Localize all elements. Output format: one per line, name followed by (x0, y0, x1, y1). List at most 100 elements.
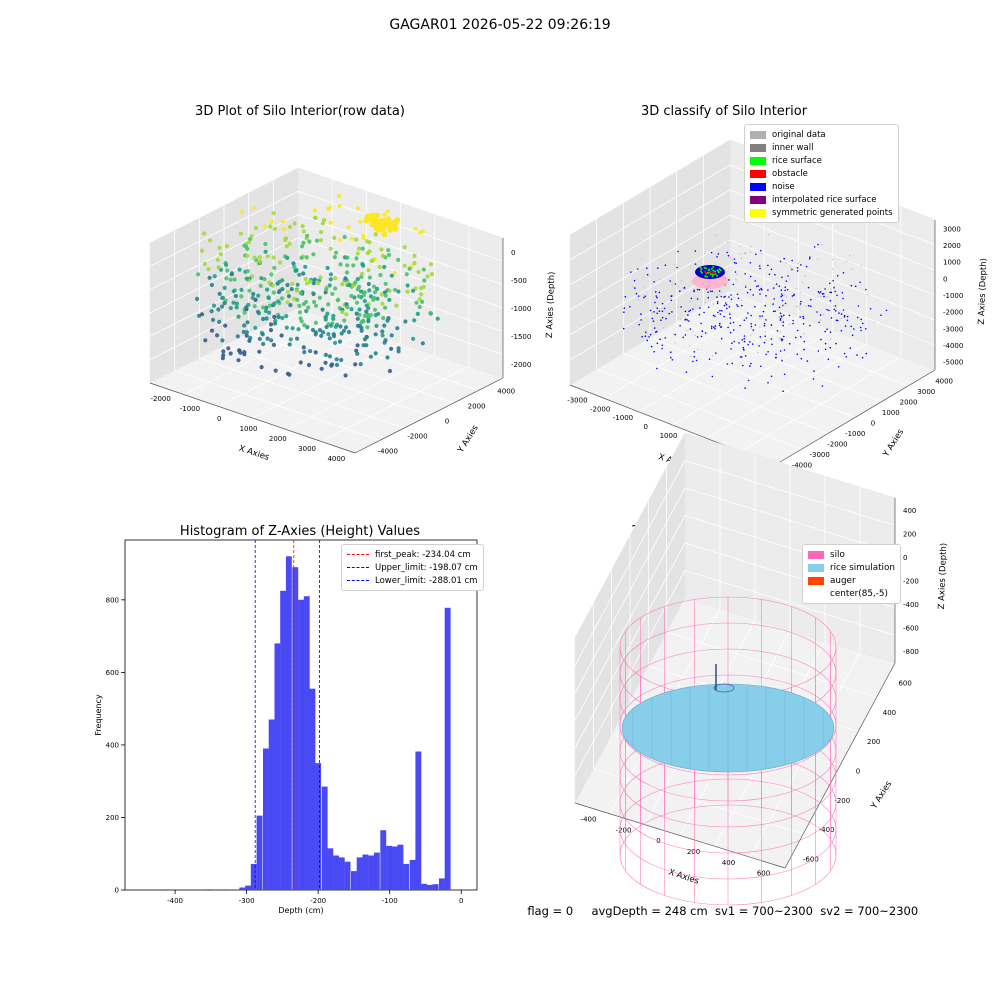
classify-noise-point (757, 285, 760, 287)
classify-noise-point (791, 259, 793, 262)
raw-data-point (353, 362, 358, 367)
raw-data-point (333, 276, 338, 281)
classify-noise-point (730, 294, 732, 296)
legend-item: original data (750, 128, 893, 141)
classify-noise-point (738, 342, 740, 344)
raw-data-point (290, 326, 295, 331)
classify-noise-point (635, 292, 638, 295)
classify-obstacle-point (709, 270, 712, 274)
classify-noise-point (792, 319, 794, 322)
raw-data-point (311, 281, 316, 286)
raw-data-point (366, 268, 371, 273)
classify-noise-point (729, 322, 732, 325)
raw-data-point (258, 259, 263, 264)
raw-data-point (387, 221, 394, 228)
classify-z-tick-label: -1000 (943, 292, 963, 300)
raw-data-point (345, 305, 350, 310)
classify-original-point (767, 233, 770, 236)
raw-z-tick-label: 0 (511, 249, 515, 257)
classify-noise-point (822, 292, 825, 295)
raw-data-point (251, 291, 256, 297)
raw-data-point (338, 262, 343, 267)
classify-noise-point (828, 309, 830, 312)
histogram-y-tick-label: 400 (106, 741, 119, 749)
legend-line-swatch (347, 580, 369, 581)
classify-original-point (686, 329, 688, 332)
classify-y-tick-label: -1000 (845, 430, 865, 438)
raw-data-point (203, 338, 208, 343)
classify-noise-point (758, 265, 761, 267)
raw-data-point (355, 287, 360, 292)
simulation-y-tick-label: -400 (819, 826, 835, 834)
raw-data-point (374, 323, 379, 328)
classify-original-point (788, 278, 791, 281)
classify-noise-point (736, 293, 739, 296)
raw-z-tick-label: -1000 (511, 305, 531, 313)
raw-data-point (272, 314, 277, 319)
raw-data-point (412, 318, 417, 323)
silo-wireframe-ring (619, 778, 837, 880)
raw-data-point (279, 296, 285, 301)
raw-data-point (228, 277, 233, 282)
classify-noise-point (800, 336, 802, 338)
classify-y-tick-label: -3000 (809, 451, 829, 459)
raw-data-point (327, 283, 332, 288)
simulation-y-tick-label: 0 (856, 768, 860, 776)
raw-data-point (425, 274, 430, 279)
classify-noise-point (792, 322, 794, 325)
raw-grid-line (149, 190, 299, 267)
classify-noise-point (623, 307, 626, 309)
raw-data-point (411, 336, 416, 341)
classify-x-tick-label: -3000 (567, 396, 587, 404)
raw-data-point (387, 226, 394, 233)
classify-noise-point (653, 327, 656, 329)
raw-data-point (350, 283, 355, 288)
classify-noise-point (840, 329, 843, 332)
classify-noise-point (664, 337, 667, 339)
classify-noise-point (885, 309, 888, 312)
raw-data-point (319, 230, 324, 235)
raw-data-point (237, 267, 242, 272)
raw-data-point (402, 245, 407, 250)
classify-grid-line (703, 305, 909, 387)
legend-label: center(85,-5) (830, 588, 888, 599)
histogram-x-tick-label: 0 (459, 897, 463, 905)
histogram-legend-item: first_peak: -234.04 cm (347, 548, 478, 561)
raw-data-point (421, 284, 426, 290)
auger-marker (713, 683, 735, 693)
classify-noise-point (762, 310, 765, 313)
raw-data-point (235, 334, 240, 339)
classify-original-point (789, 323, 791, 325)
raw-data-point (328, 220, 333, 225)
classify-noise-point (699, 307, 701, 309)
raw-data-point (285, 282, 290, 288)
raw-data-point (297, 303, 302, 308)
classify-original-point (730, 301, 732, 303)
classify-noise-point (791, 295, 794, 297)
classify-noise-point (670, 356, 672, 359)
classify-noise-point (719, 322, 721, 325)
raw-data-point (354, 256, 359, 261)
raw-data-point (311, 252, 316, 257)
classify-noise-point (840, 313, 843, 315)
raw-data-point (304, 309, 309, 314)
simulation-z-tick-label: -200 (903, 578, 919, 586)
raw-data-point (328, 246, 333, 251)
raw-data-point (280, 278, 285, 283)
classify-noise-point (713, 326, 715, 328)
classify-noise-point (805, 265, 808, 268)
classify-original-point (676, 285, 679, 288)
classify-noise-point (700, 335, 703, 338)
classify-noise-point (701, 330, 704, 332)
classify-noise-point (775, 283, 778, 285)
raw-data-point (367, 275, 372, 280)
raw-data-point (289, 287, 294, 292)
classify-noise-point (767, 289, 769, 291)
raw-data-point (244, 330, 249, 335)
classify-noise-point (824, 288, 826, 290)
classify-original-point (731, 259, 733, 262)
classify-original-point (726, 241, 729, 244)
classify-rice-surface-point (708, 268, 711, 271)
raw-data-point (313, 320, 318, 325)
classify-panel-title: 3D classify of Silo Interior (640, 104, 808, 119)
